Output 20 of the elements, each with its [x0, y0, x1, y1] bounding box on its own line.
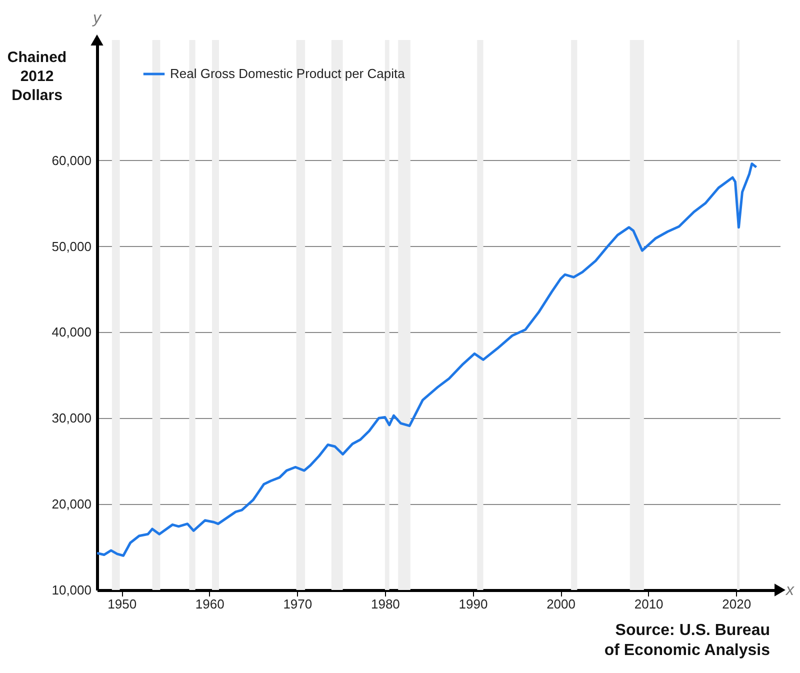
y-tick-label: 30,000 — [52, 410, 92, 426]
x-tick-label: 1980 — [370, 596, 400, 612]
y-tick-label: 50,000 — [52, 238, 92, 254]
x-tick-label: 1960 — [195, 596, 224, 612]
x-tick-label: 1970 — [283, 596, 312, 612]
legend-label: Real Gross Domestic Product per Capita — [170, 66, 406, 81]
x-tick-label: 1950 — [108, 596, 137, 612]
x-tick-label: 1990 — [458, 596, 488, 612]
text: x — [785, 582, 795, 599]
line-series — [97, 162, 758, 557]
x-tick-label: 2020 — [722, 596, 752, 612]
x-tick-label: 2000 — [546, 596, 576, 612]
y-tick-label: 20,000 — [52, 496, 92, 512]
text: y — [92, 10, 102, 27]
y-axis-title: Chained 2012 Dollars — [7, 49, 67, 104]
x-tick-label: 2010 — [634, 596, 664, 612]
y-tick-label: 60,000 — [52, 152, 92, 168]
source-note: Source: U.S. Bureau of Economic Analysis — [604, 622, 770, 659]
y-tick-label: 10,000 — [52, 582, 92, 598]
y-tick-label: 40,000 — [52, 324, 92, 340]
